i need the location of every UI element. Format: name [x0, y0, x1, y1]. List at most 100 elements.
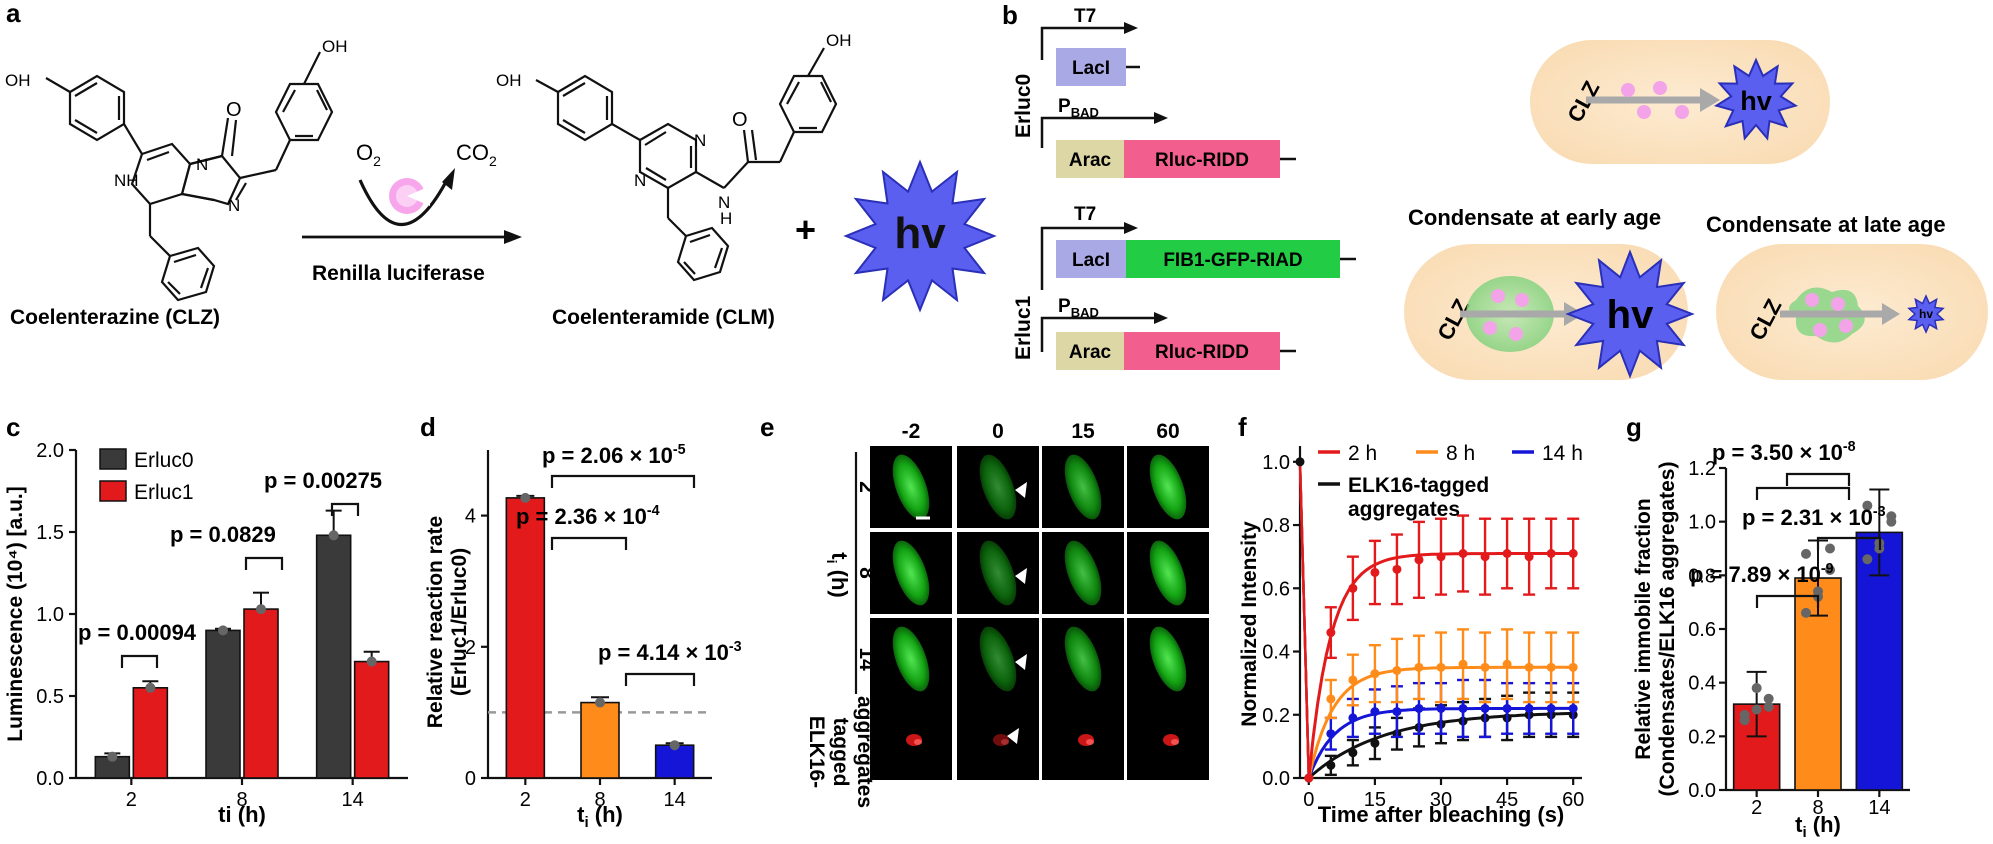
- g-p-value-1-exp: -8: [1843, 439, 1856, 455]
- f-y-tick-label: 0.4: [1262, 642, 1290, 664]
- reactant-label: Coelenterazine (CLZ): [10, 306, 220, 329]
- d-bar: [580, 701, 620, 779]
- laci-gene-box: [1056, 48, 1126, 86]
- pbad-promoter-label: PBAD: [1058, 96, 1099, 120]
- d-p-value-1-base: p = 2.06 × 10: [542, 443, 673, 468]
- e-cell-image: [1064, 540, 1102, 606]
- c-data-point: [218, 625, 228, 636]
- e-bottom-label: ELK16-: [805, 716, 828, 788]
- c-legend-swatch: [99, 480, 127, 502]
- fib1-gfp-riad-gene-box: [1126, 240, 1340, 278]
- c-x-label-main: ti: [218, 802, 231, 827]
- g-x-label-unit: (h): [1807, 812, 1841, 837]
- g-data-point: [1825, 564, 1835, 575]
- e-cell-image: [1064, 626, 1102, 692]
- c-p-value: p = 0.0829: [170, 522, 276, 547]
- arac-label-2: Arac: [1069, 342, 1112, 363]
- f-data-point: [1524, 662, 1534, 672]
- g-x-axis-label: ti (h): [1795, 812, 1841, 841]
- f-legend-label: 14 h: [1542, 442, 1583, 465]
- luciferase-icon: [389, 178, 430, 214]
- early-age-title: Condensate at early age: [1408, 205, 1661, 230]
- f-data-point: [1414, 703, 1424, 713]
- enzyme-label: Renilla luciferase: [312, 262, 485, 285]
- light-burst-icon: hv: [843, 159, 997, 313]
- f-data-point: [1414, 662, 1424, 672]
- f-data-point: [1502, 549, 1512, 559]
- f-data-point: [1502, 659, 1512, 669]
- c-bar-Erluc1: [353, 660, 390, 779]
- e-cell-image: [1149, 540, 1187, 606]
- c-x-axis-label: ti (h): [218, 802, 266, 827]
- g-x-tick-label: 8: [1812, 797, 1823, 819]
- g-x-label-sub: i: [1802, 824, 1806, 841]
- g-significance-bracket: [1755, 486, 1851, 500]
- d-x-label-main: t: [577, 802, 585, 827]
- g-data-point: [1763, 693, 1774, 704]
- c-y-tick-label: 0.0: [36, 768, 64, 790]
- n-label-clm-2: N: [634, 171, 646, 190]
- g-p-value-2: p = 2.31 × 10-3: [1742, 504, 1886, 530]
- f-data-point: [1326, 760, 1336, 770]
- f-legend-label: 2 h: [1348, 442, 1377, 465]
- f-data-point: [1326, 694, 1336, 704]
- d-data-point: [520, 492, 531, 503]
- panel-c: c 0.0 0.5 1.0 1.5 2.0 2 8 14 ti (h) Luminescence …: [4, 412, 408, 827]
- d-y-axis-label-2: (Erluc1/Erluc0): [448, 548, 471, 696]
- f-data-point: [1304, 773, 1314, 783]
- d-x-label-unit: (h): [589, 802, 623, 827]
- t7-promoter-label: T7: [1074, 6, 1096, 27]
- c-p-value: p = 0.00275: [264, 468, 382, 493]
- oh-label-clm-left: OH: [496, 71, 522, 90]
- plus-sign: +: [795, 209, 816, 250]
- f-data-point: [1414, 555, 1424, 565]
- d-x-axis-label: ti (h): [577, 802, 623, 831]
- e-time-label: 0: [992, 420, 1004, 443]
- cell-early-condensate: CLZ hv: [1404, 244, 1695, 380]
- f-initial-point: [1295, 457, 1305, 467]
- d-p-value-2: p = 2.36 × 10-4: [516, 503, 660, 529]
- f-data-point: [1436, 662, 1446, 672]
- g-x-tick-label: 14: [1868, 797, 1890, 819]
- g-significance-bracket: [1816, 536, 1882, 550]
- construct-erluc1: T7 LacI FIB1-GFP-RIAD PBAD Arac Rluc-RID…: [1040, 204, 1356, 370]
- strain-label-erluc0: Erluc0: [1012, 74, 1035, 138]
- f-data-point: [1392, 707, 1402, 717]
- d-x-label-sub: i: [584, 814, 588, 831]
- f-data-point: [1392, 564, 1402, 574]
- f-x-tick-label: 0: [1303, 789, 1314, 811]
- g-data-point: [1801, 607, 1811, 618]
- d-significance-bracket: [550, 474, 696, 488]
- oh-label-right: OH: [322, 37, 348, 56]
- g-y-tick-label: 1.0: [1688, 512, 1716, 534]
- d-bar: [505, 497, 546, 779]
- f-y-tick-label: 0.8: [1262, 515, 1290, 537]
- f-data-point: [1458, 703, 1468, 713]
- reaction-arrow: O2 CO2 Renilla luciferase: [302, 140, 522, 285]
- f-data-point: [1326, 729, 1336, 739]
- d-p-value-1: p = 2.06 × 10-5: [542, 442, 686, 468]
- coelenterazine-structure: [45, 51, 334, 302]
- e-cell-image: [979, 454, 1017, 520]
- f-data-point: [1348, 748, 1358, 758]
- g-data-point: [1763, 701, 1774, 712]
- f-x-tick-label: 30: [1430, 789, 1452, 811]
- co2-label: CO2: [456, 140, 497, 169]
- g-data-point: [1751, 683, 1762, 694]
- f-data-point: [1546, 703, 1556, 713]
- c-data-point: [366, 656, 377, 667]
- f-y-axis-label: Normalized Intensity: [1238, 521, 1261, 727]
- e-row-axis-main: t: [827, 552, 852, 560]
- arac-gene-box-2: [1056, 332, 1124, 370]
- c-significance-bracket: [244, 556, 284, 570]
- laci-gene-box-2: [1056, 240, 1126, 278]
- g-p-value-2-exp: -3: [1873, 504, 1886, 520]
- panel-g: g 0.0 0.2 0.4 0.6 0.8 1.0 1.2 2 8 14 ti (h) Relativ…: [1626, 412, 1910, 841]
- coelenteramide-structure: [535, 47, 838, 282]
- c-x-tick-label: 14: [342, 789, 364, 811]
- d-significance-bracket: [550, 536, 628, 550]
- c-bar-Erluc0: [205, 629, 241, 779]
- g-data-point: [1739, 709, 1750, 720]
- f-data-point: [1436, 552, 1446, 562]
